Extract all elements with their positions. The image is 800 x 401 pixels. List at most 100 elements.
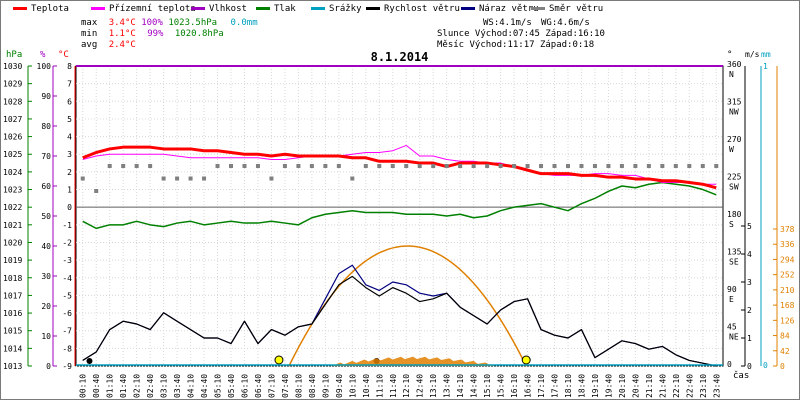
axis-direction-tick-label: 270 (727, 135, 742, 144)
stats-avg-temp: 2.4°C (108, 40, 136, 50)
axis-rain-tick-label: 1 (763, 62, 768, 71)
x-tick-label: 04:40 (200, 374, 209, 398)
x-tick-label: 10:10 (348, 374, 357, 398)
series-wind-dir-point (700, 164, 705, 168)
x-tick-label: 01:40 (119, 374, 128, 398)
x-tick-label: 13:10 (429, 374, 438, 398)
moonset-marker (86, 358, 93, 364)
x-tick-label: 06:10 (240, 374, 249, 398)
legend-swatch-vlhkost (191, 7, 205, 10)
series-wind-dir-point (309, 164, 314, 168)
stats-avg-label: avg (81, 40, 98, 50)
legend-label-srazky: Srážky (329, 4, 362, 14)
series-wind-dir-point (606, 164, 611, 168)
axis-speed-tick-label: 5 (747, 222, 752, 231)
x-tick-label: 11:10 (375, 374, 384, 398)
axis-hpa-tick-label: 1029 (3, 80, 22, 89)
stats-max-pressure: 1023.5hPa (168, 18, 218, 28)
axis-celsius-tick-label: -2 (62, 238, 72, 247)
x-tick-label: 19:40 (604, 374, 613, 398)
stats-wind-speed: WS:4.1m/s (483, 18, 532, 28)
x-tick-label: 23:40 (712, 374, 721, 398)
axis-speed-tick-label: 2 (747, 306, 752, 315)
axis-hpa-tick-label: 1020 (3, 238, 22, 247)
series-solar-fill (332, 356, 494, 366)
x-tick-label: 06:40 (254, 374, 263, 398)
axis-celsius-tick-label: -8 (62, 344, 72, 353)
series-wind-dir-point (215, 164, 220, 168)
legend-swatch-smer (531, 7, 545, 10)
axis-speed-tick-label: 3 (747, 278, 752, 287)
axis-hpa-tick-label: 1025 (3, 150, 22, 159)
legend-swatch-tlak (256, 7, 270, 10)
series-wind-dir-point (458, 164, 463, 168)
axis-direction-tick-label: 315 (727, 98, 742, 107)
axis-speed-tick-label: 1 (747, 334, 752, 343)
axis-celsius-tick-label: -9 (62, 362, 72, 371)
axis-direction-name: NW (729, 108, 739, 117)
series-wind-dir-point (512, 164, 517, 168)
series-wind-dir-point (188, 176, 193, 181)
series-wind-dir-point (350, 176, 355, 181)
stats-min-humidity: 99% (147, 29, 164, 39)
x-tick-label: 07:10 (267, 374, 276, 398)
series-wind-dir-point (323, 164, 328, 168)
axis-speed-tick-label: 0 (747, 362, 752, 371)
series-wind-dir-point (390, 164, 395, 168)
axis-celsius-tick-label: -6 (62, 309, 72, 318)
legend-item-teplota: Teplota (13, 4, 69, 15)
plot-frame (75, 65, 724, 367)
series-wind-dir-point (363, 164, 368, 168)
axis-percent-tick-label: 10 (41, 332, 51, 341)
axis-direction-tick-label: 45 (727, 323, 737, 332)
stats-max-temp: 3.4°C (108, 18, 136, 28)
stats-min-row: min 1.1°C 99% 1020.8hPa (81, 29, 224, 39)
legend-item-prizemni: Přízemní teplota (91, 4, 196, 15)
axis-solar-tick-label: 210 (780, 286, 795, 295)
series-wind-dir-point (552, 164, 557, 168)
legend-swatch-prizemni (91, 7, 105, 10)
x-tick-label: 14:10 (456, 374, 465, 398)
series-wind-dir-point (485, 164, 490, 168)
legend-label-tlak: Tlak (274, 4, 296, 14)
x-tick-label: 00:10 (79, 374, 88, 398)
series-wind-dir-point (471, 164, 476, 168)
series-speed-line (82, 275, 717, 367)
axis-celsius-tick-label: 5 (67, 115, 72, 124)
series-wind-dir-point (94, 189, 99, 193)
axis-celsius-tick-label: 3 (67, 150, 72, 159)
axis-solar-tick-label: 0 (780, 362, 785, 371)
axis-hpa-tick-label: 1015 (3, 327, 22, 336)
chart-title: 8.1.2014 (371, 50, 429, 64)
axis-hpa-tick-label: 1030 (3, 62, 22, 71)
series-wind-dir-point (134, 164, 139, 168)
axis-hpa-tick-label: 1024 (3, 168, 22, 177)
axis-percent-tick-label: 20 (41, 302, 51, 311)
axis-direction-name: E (729, 295, 734, 304)
axis-hpa-tick-label: 1013 (3, 362, 22, 371)
x-tick-label: 20:40 (631, 374, 640, 398)
axis-celsius-tick-label: -1 (62, 221, 72, 230)
series-wind-dir-point (282, 164, 287, 168)
x-tick-label: 04:10 (187, 374, 196, 398)
axis-solar-tick-label: 84 (780, 332, 790, 341)
axis-hpa-tick-label: 1014 (3, 344, 22, 353)
legend-label-teplota: Teplota (31, 4, 69, 14)
legend-item-smer: Směr větru (531, 4, 603, 15)
axis-solar-tick-label: 126 (780, 316, 795, 325)
axis-hpa-tick-label: 1022 (3, 203, 22, 212)
legend-swatch-naraz (461, 7, 475, 10)
x-tick-label: 13:40 (443, 374, 452, 398)
series-wind-dir-point (161, 176, 166, 181)
x-tick-label: 05:10 (214, 374, 223, 398)
axis-direction-tick-label: 90 (727, 285, 737, 294)
axis-percent-title: % (40, 50, 46, 60)
x-tick-label: 12:40 (416, 374, 425, 398)
x-tick-label: 08:10 (294, 374, 303, 398)
series-wind-dir-point (579, 164, 584, 168)
legend-swatch-srazky (311, 7, 325, 10)
series-wind-dir-point (539, 164, 544, 168)
axis-hpa-tick-label: 1027 (3, 115, 22, 124)
series-wind-dir-point (565, 164, 570, 168)
